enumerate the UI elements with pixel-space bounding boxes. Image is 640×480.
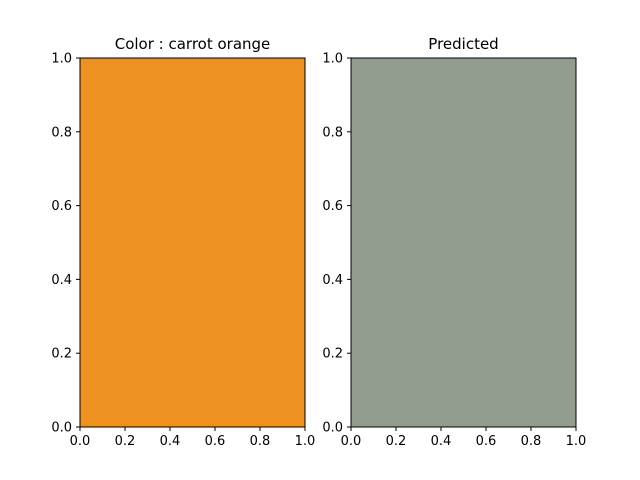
panel-predicted: Predicted 0.0 0.2 0.4 0.6 0.8 1.0 0.00.20.40.… bbox=[322, 35, 586, 449]
x-tick-label: 1.0 bbox=[566, 434, 587, 449]
x-axis: 0.0 0.2 0.4 0.6 0.8 1.0 bbox=[341, 427, 587, 449]
panel-title: Predicted bbox=[428, 35, 498, 53]
x-tick-label: 0.4 bbox=[160, 434, 181, 449]
x-tick-label: 0.8 bbox=[250, 434, 271, 449]
color-swatch bbox=[80, 58, 305, 427]
y-tick-label: 0.8 bbox=[322, 125, 343, 140]
y-tick-label: 0.6 bbox=[322, 199, 343, 214]
y-tick-label: 0.8 bbox=[51, 125, 72, 140]
x-tick-label: 0.6 bbox=[476, 434, 497, 449]
y-tick-label: 0.4 bbox=[322, 273, 343, 288]
y-axis: 0.0 0.2 0.4 0.6 0.8 1.0 bbox=[322, 52, 351, 436]
y-tick-label: 0.2 bbox=[322, 347, 343, 362]
y-tick-label: 0.0 bbox=[51, 421, 72, 436]
x-tick-label: 0.2 bbox=[115, 434, 136, 449]
panel-color: Color : carrot orange 0.0 0.2 0.4 0.6 0.8 1.0… bbox=[51, 35, 315, 449]
x-tick-label: 0.0 bbox=[341, 434, 362, 449]
x-axis: 0.0 0.2 0.4 0.6 0.8 1.0 bbox=[70, 427, 316, 449]
y-axis: 0.0 0.2 0.4 0.6 0.8 1.0 bbox=[51, 52, 80, 436]
axes-frame bbox=[79, 57, 306, 428]
y-tick-label: 0.4 bbox=[51, 273, 72, 288]
y-tick-label: 0.2 bbox=[51, 347, 72, 362]
panel-title: Color : carrot orange bbox=[115, 35, 271, 53]
x-tick-label: 0.4 bbox=[431, 434, 452, 449]
y-tick-label: 1.0 bbox=[51, 52, 72, 67]
x-tick-label: 0.2 bbox=[386, 434, 407, 449]
color-swatch bbox=[351, 58, 576, 427]
x-tick-label: 0.6 bbox=[205, 434, 226, 449]
y-tick-label: 0.6 bbox=[51, 199, 72, 214]
axes-frame bbox=[350, 57, 577, 428]
y-tick-label: 0.0 bbox=[322, 421, 343, 436]
x-tick-label: 0.8 bbox=[521, 434, 542, 449]
y-tick-label: 1.0 bbox=[322, 52, 343, 67]
x-tick-label: 0.0 bbox=[70, 434, 91, 449]
x-tick-label: 1.0 bbox=[295, 434, 316, 449]
